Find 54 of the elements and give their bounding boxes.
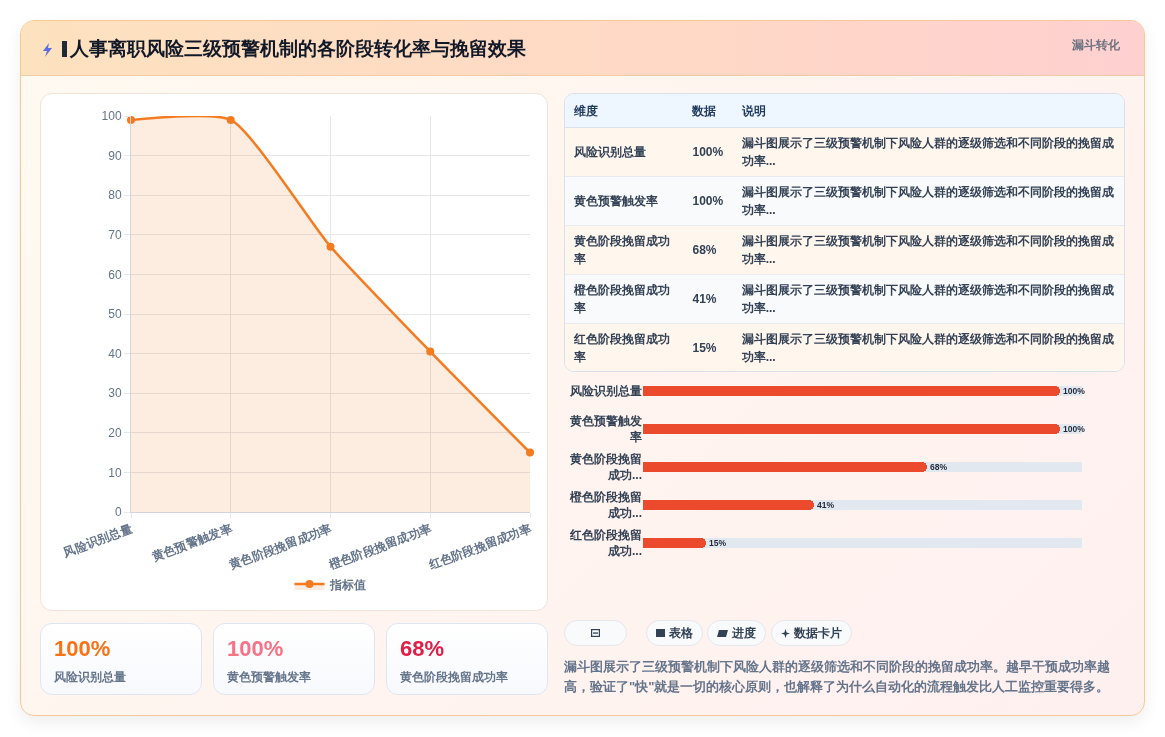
- text: 漏斗图展示了三级预警机制下风险人群的逐级筛选和不同阶段的挽留成功率。越早干预成功率越高，验证了"快"就是一切的核心原则，也解释了为什么自动化的流程触发比人工监控重要得多。: [564, 658, 1111, 696]
- text: 100%: [54, 636, 111, 662]
- text: 维度: [565, 94, 693, 128]
- text: 漏斗图展示了三级预警机制下风险人群的逐级筛选和不同阶段的挽留成功率...: [741, 274, 1126, 324]
- point: [426, 347, 435, 356]
- text: 100%: [692, 194, 724, 208]
- y-tick-label: 100: [101, 109, 122, 124]
- category-label: 红色阶段挽留成功率: [565, 323, 693, 372]
- tab-button: 数据卡片: [771, 620, 852, 646]
- text: 68%: [692, 243, 717, 257]
- y-tick-label: 90: [108, 148, 122, 163]
- data-label: 15%: [709, 537, 727, 548]
- category-label: 黄色阶段挽留成功率: [565, 225, 693, 275]
- text: 漏斗图展示了三级预警机制下风险人群的逐级筛选和不同阶段的挽留成功率...: [741, 225, 1126, 275]
- category-label: 橙色阶段挽留成功率: [565, 274, 693, 324]
- y-tick-label: 0: [114, 505, 122, 520]
- y-tick-label: 20: [108, 426, 122, 440]
- data-label: 100%: [1063, 423, 1086, 434]
- bar: [643, 538, 706, 548]
- y-tick-label: 黄色预警触发率: [569, 414, 642, 444]
- legend-label: 指标值: [328, 577, 366, 592]
- y-tick-label: 风险识别总量: [569, 384, 642, 399]
- text: 68%: [400, 636, 445, 662]
- y-tick-label: 30: [108, 386, 122, 401]
- text: 41%: [692, 292, 717, 306]
- chart-title: 人事离职风险三级预警机制的各阶段转化率与挽留效果: [70, 37, 526, 61]
- text: 漏斗图展示了三级预警机制下风险人群的逐级筛选和不同阶段的挽留成功率...: [741, 176, 1126, 226]
- data-label: 100%: [1063, 385, 1086, 396]
- text: 数据: [692, 94, 742, 128]
- text: 漏斗图展示了三级预警机制下风险人群的逐级筛选和不同阶段的挽留成功率...: [741, 323, 1126, 372]
- data-label: 68%: [930, 461, 948, 472]
- text: 15%: [692, 341, 717, 355]
- text: 100%: [227, 636, 284, 662]
- text: 漏斗图展示了三级预警机制下风险人群的逐级筛选和不同阶段的挽留成功率...: [741, 127, 1126, 177]
- data-label: 41%: [817, 499, 835, 510]
- point: [226, 115, 235, 124]
- y-tick-label: 60: [108, 267, 122, 282]
- y-tick-label: 50: [108, 307, 122, 322]
- y-tick-label: 40: [108, 346, 122, 361]
- y-tick-label: 橙色阶段挽留成功...: [569, 490, 642, 520]
- y-tick-label: 10: [108, 465, 122, 480]
- y-tick-label: 红色阶段挽留成功...: [569, 528, 642, 558]
- y-tick-label: 黄色阶段挽留成功...: [569, 452, 642, 482]
- y-tick-label: 80: [108, 188, 122, 203]
- text: 黄色预警触发率: [227, 669, 311, 685]
- y-tick-label: 70: [108, 228, 122, 242]
- text: 黄色阶段挽留成功率: [400, 669, 508, 685]
- point: [326, 242, 335, 251]
- text: 说明: [741, 94, 1126, 128]
- point: [526, 448, 534, 457]
- tab-button: 表格: [646, 620, 703, 646]
- text: 漏斗转化: [1072, 37, 1120, 53]
- text: 100%: [692, 145, 724, 159]
- tab-button: 进度: [707, 620, 766, 646]
